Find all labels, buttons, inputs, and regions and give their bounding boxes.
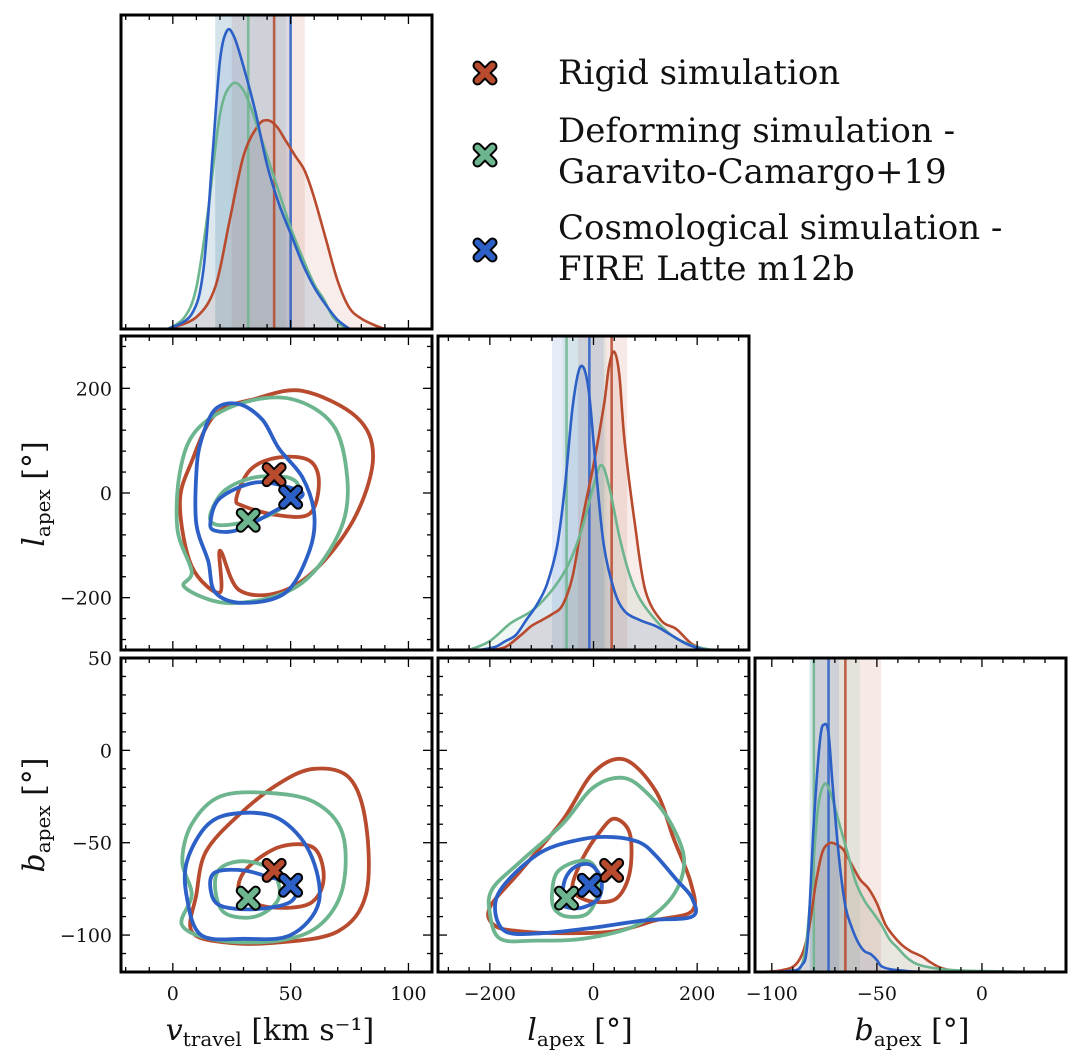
marginal-curve-2 (167, 27, 351, 329)
marginal-curve-0 (167, 118, 386, 329)
marginal-l-apex-panel (468, 336, 713, 650)
credible-band-0 (577, 336, 628, 650)
marginal-curve-0 (489, 350, 708, 650)
x-tick-label: −200 (464, 983, 516, 1005)
frame-bm (753, 656, 1068, 974)
y-tick-label: 0 (100, 483, 112, 505)
legend-label-cosmological-line1: Cosmological simulation - (558, 208, 1002, 248)
legend-marker-rigid (472, 60, 498, 86)
marginal-b-apex-panel (755, 658, 1066, 972)
legend-label-rigid: Rigid simulation (558, 53, 840, 93)
contour-2-0 (493, 834, 699, 937)
x-tick-label: 0 (167, 983, 179, 1005)
marginal-fill-0 (168, 120, 385, 329)
frame-lb (436, 656, 751, 974)
joint-v-travel-l-apex-panel (174, 388, 376, 606)
truth-marker-1 (235, 507, 261, 533)
x-tick-label: 100 (390, 983, 426, 1005)
truth-marker-2 (278, 484, 304, 510)
frame-vl (119, 334, 434, 652)
truth-marker-2 (278, 872, 304, 898)
frame-lm (436, 334, 751, 652)
credible-band-2 (552, 336, 604, 650)
y-tick-label: 50 (88, 648, 112, 670)
x-tick-label: 50 (279, 983, 303, 1005)
y-axis-label-l-apex: lapex [°] (17, 441, 55, 546)
marginal-v-travel-panel (167, 15, 386, 329)
y-tick-label: −100 (60, 925, 112, 947)
contour-1-1 (213, 859, 282, 920)
contour-2-0 (193, 401, 317, 605)
marginal-fill-0 (755, 842, 1066, 972)
marginal-fill-2 (479, 365, 713, 650)
x-tick-label: 200 (679, 983, 715, 1005)
legend-cross-1 (472, 142, 498, 168)
legend-cross-2 (472, 237, 498, 263)
legend-label-deforming-line1: Deforming simulation - (558, 111, 955, 151)
x-tick-label: −50 (857, 983, 897, 1005)
legend-marker-cosmological (472, 237, 498, 263)
contour-2-0 (182, 810, 322, 942)
tick-labels: 0 50 100 −200 0 200 −100 −50 0 −200 0 200 −100 −50 0 50 (60, 378, 988, 1005)
truth-marker-2 (576, 872, 602, 898)
legend-marker-deforming (472, 142, 498, 168)
truth-marker-0 (599, 857, 625, 883)
marginal-fill-1 (755, 783, 1066, 972)
x-axis-label-b-apex: bapex [°] (854, 1013, 969, 1051)
y-axis-label-b-apex: bapex [°] (17, 757, 55, 872)
x-axis-label-v-travel: vtravel [km s⁻¹] (166, 1013, 374, 1051)
x-tick-label: 0 (976, 983, 988, 1005)
x-tick-label: −100 (746, 983, 798, 1005)
marginal-fill-2 (168, 29, 350, 329)
x-tick-label: 0 (587, 983, 599, 1005)
legend-label-deforming-line2: Garavito-Camargo+19 (558, 152, 947, 192)
truth-marker-1 (235, 885, 261, 911)
marginal-curve-1 (755, 782, 1066, 972)
legend-cross-0 (472, 60, 498, 86)
truth-marker-1 (554, 885, 580, 911)
marginal-curve-2 (479, 364, 713, 650)
contour-0-1 (234, 454, 321, 519)
x-axis-label-l-apex: lapex [°] (527, 1013, 632, 1051)
joint-v-travel-b-apex-panel (179, 766, 371, 946)
y-tick-label: −200 (60, 588, 112, 610)
frame-vb (119, 656, 434, 974)
contour-0-1 (570, 816, 634, 905)
contour-1-0 (174, 395, 350, 606)
y-tick-label: −50 (72, 833, 112, 855)
marginal-fill-1 (469, 465, 713, 650)
credible-band-0 (813, 658, 882, 972)
legend-label-cosmological-line2: FIRE Latte m12b (558, 249, 855, 289)
y-tick-label: 200 (76, 378, 112, 400)
contour-2-1 (208, 480, 305, 534)
frame-v (119, 13, 434, 331)
truth-marker-0 (261, 462, 287, 488)
y-tick-label: 0 (100, 740, 112, 762)
marginal-curve-2 (755, 722, 982, 972)
joint-l-apex-b-apex-panel (486, 756, 699, 944)
panel-frames (119, 13, 1068, 974)
legend: Rigid simulation Deforming simulation - … (472, 53, 1002, 289)
contour-1-0 (486, 775, 687, 944)
credible-band-2 (215, 15, 291, 329)
